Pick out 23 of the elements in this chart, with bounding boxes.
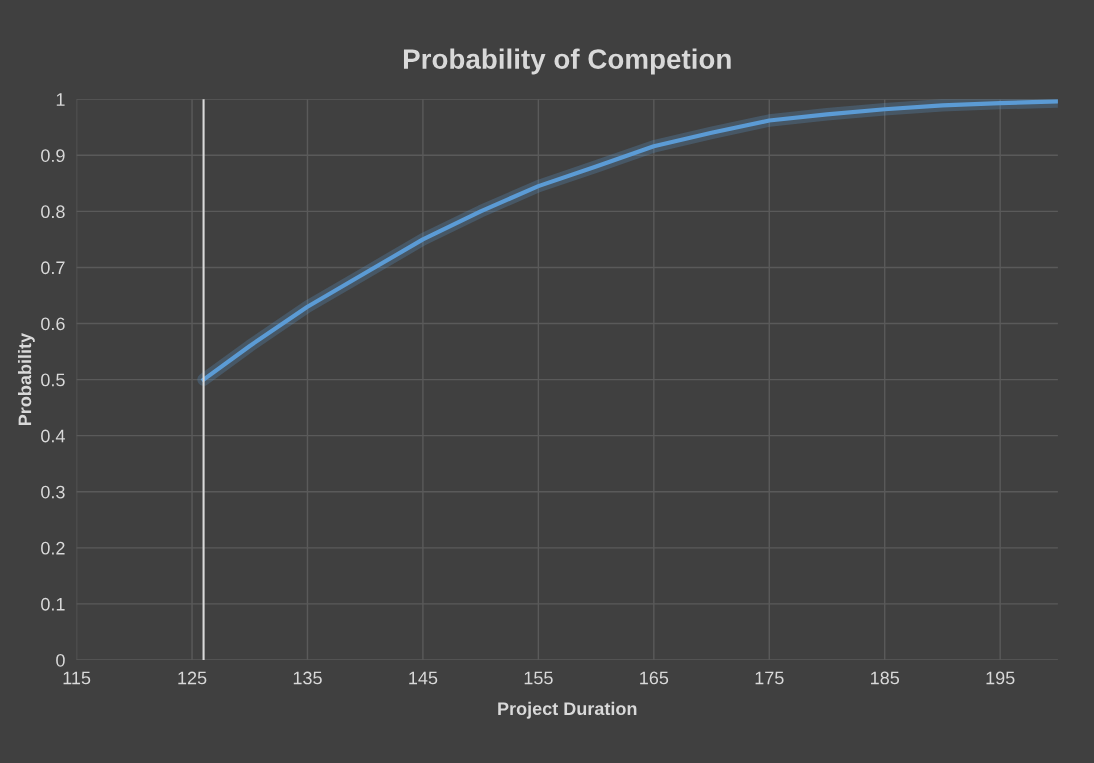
y-tick-label: 0.7 [41,261,65,275]
x-tick-label: 155 [524,671,553,685]
y-tick-label: 0 [56,653,65,667]
chart-title: Probability of Competion [403,48,731,75]
x-tick-label: 115 [63,671,91,685]
x-tick-label: 185 [871,671,900,685]
x-tick-label: 145 [409,671,438,685]
x-tick-label: 135 [293,671,322,685]
y-axis-title: Probability [17,333,35,426]
y-tick-label: 0.8 [41,205,65,219]
x-tick-label: 175 [755,671,784,685]
x-tick-label: 165 [640,671,669,685]
x-tick-label: 195 [986,671,1015,685]
y-tick-label: 0.1 [41,597,65,611]
x-axis-title: Project Duration [498,701,637,719]
y-tick-label: 0.5 [41,373,65,387]
y-tick-label: 0.2 [41,541,65,555]
y-tick-label: 0.6 [41,317,65,331]
y-tick-label: 0.4 [41,429,65,443]
y-tick-label: 1 [56,93,65,106]
y-tick-label: 0.3 [41,485,65,499]
x-tick-label: 125 [178,671,207,685]
y-tick-label: 0.9 [41,149,65,162]
